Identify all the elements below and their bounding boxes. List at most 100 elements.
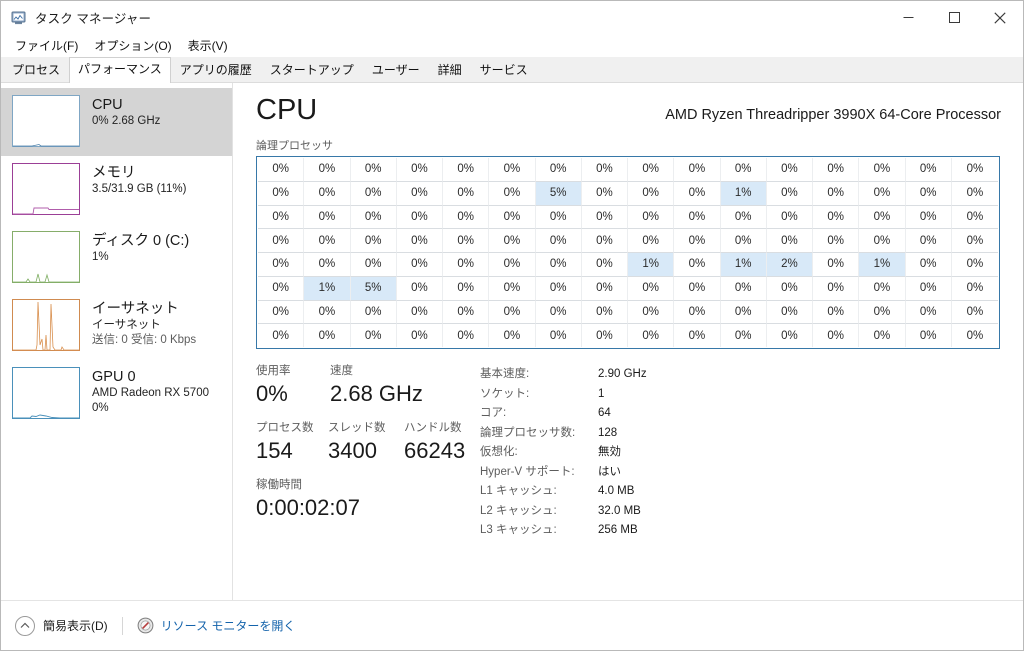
logical-processor-cell[interactable]: 0% <box>905 253 952 277</box>
logical-processor-cell[interactable]: 0% <box>258 276 305 301</box>
logical-processor-cell[interactable]: 0% <box>813 181 860 206</box>
sidebar-item-gpu0[interactable]: GPU 0 AMD Radeon RX 5700 0% <box>1 360 232 428</box>
logical-processor-cell[interactable]: 0% <box>951 229 998 253</box>
logical-processor-cell[interactable]: 1% <box>628 253 675 277</box>
logical-processor-cell[interactable]: 0% <box>581 253 628 277</box>
tab-users[interactable]: ユーザー <box>371 63 420 77</box>
logical-processor-cell[interactable]: 0% <box>674 181 721 206</box>
logical-processor-cell[interactable]: 0% <box>905 229 952 253</box>
logical-processor-cell[interactable]: 0% <box>766 229 813 253</box>
logical-processor-cell[interactable]: 0% <box>966 329 984 342</box>
logical-processor-cell[interactable]: 0% <box>350 181 397 206</box>
logical-processor-cell[interactable]: 0% <box>581 181 628 206</box>
logical-processor-cell[interactable]: 0% <box>304 158 351 182</box>
logical-processor-cell[interactable]: 0% <box>674 276 721 301</box>
logical-processor-cell[interactable]: 0% <box>628 300 675 325</box>
logical-processor-cell[interactable]: 0% <box>951 253 998 277</box>
logical-processor-cell[interactable]: 0% <box>628 205 675 230</box>
logical-processor-cell[interactable]: 0% <box>350 253 397 277</box>
logical-processor-cell[interactable]: 0% <box>766 205 813 230</box>
logical-processor-cell[interactable]: 0% <box>581 158 628 182</box>
tab-performance[interactable]: パフォーマンス <box>69 57 171 83</box>
logical-processor-cell[interactable]: 0% <box>905 158 952 182</box>
logical-processor-cell[interactable]: 0% <box>350 300 397 325</box>
logical-processor-cell[interactable]: 0% <box>536 324 582 347</box>
logical-processor-cell[interactable]: 0% <box>628 158 675 182</box>
logical-processor-cell[interactable]: 0% <box>674 158 721 182</box>
logical-processor-cell[interactable]: 1% <box>720 253 767 277</box>
logical-processor-cell[interactable]: 0% <box>813 324 860 347</box>
logical-processor-cell[interactable]: 0% <box>350 158 397 182</box>
logical-processor-cell[interactable]: 1% <box>859 253 906 277</box>
logical-processor-cell[interactable]: 0% <box>443 324 490 347</box>
logical-processor-cell[interactable]: 0% <box>258 253 305 277</box>
logical-processor-cell[interactable]: 0% <box>304 229 351 253</box>
sidebar-item-memory[interactable]: メモリ 3.5/31.9 GB (11%) <box>1 156 232 224</box>
logical-processor-cell[interactable]: 0% <box>859 205 906 230</box>
logical-processor-cell[interactable]: 0% <box>535 253 582 277</box>
logical-processor-cell[interactable]: 0% <box>581 229 628 253</box>
logical-processor-cell[interactable]: 0% <box>258 229 305 253</box>
logical-processor-cell[interactable]: 0% <box>859 158 906 182</box>
logical-processor-cell[interactable]: 0% <box>258 205 305 230</box>
logical-processor-cell[interactable]: 0% <box>443 253 490 277</box>
logical-processor-cell[interactable]: 0% <box>443 229 490 253</box>
logical-processor-cell[interactable]: 0% <box>720 229 767 253</box>
logical-processor-cell[interactable]: 0% <box>674 229 721 253</box>
logical-processor-cell[interactable]: 0% <box>396 181 443 206</box>
logical-processor-cell[interactable]: 0% <box>397 324 443 347</box>
logical-processor-cell[interactable]: 0% <box>813 205 860 230</box>
minimize-button[interactable] <box>885 1 931 34</box>
close-button[interactable] <box>977 1 1023 34</box>
logical-processor-cell[interactable]: 0% <box>443 276 490 301</box>
maximize-button[interactable] <box>931 1 977 34</box>
logical-processor-cell[interactable]: 0% <box>720 158 767 182</box>
logical-processor-cell[interactable]: 0% <box>859 276 906 301</box>
logical-processor-cell[interactable]: 0% <box>813 229 860 253</box>
logical-processor-cell[interactable]: 0% <box>766 181 813 206</box>
logical-processor-cell[interactable]: 0% <box>443 205 490 230</box>
logical-processor-cell[interactable]: 0% <box>951 277 998 301</box>
logical-processor-cell[interactable]: 0% <box>258 181 305 206</box>
logical-processor-cell[interactable]: 0% <box>304 181 351 206</box>
logical-processor-cell[interactable]: 0% <box>951 182 998 206</box>
logical-processor-cell[interactable]: 0% <box>396 205 443 230</box>
logical-processor-cell[interactable]: 0% <box>813 276 860 301</box>
logical-processor-cell[interactable]: 0% <box>720 276 767 301</box>
logical-processor-cell[interactable]: 0% <box>674 300 721 325</box>
logical-processor-cell[interactable]: 0% <box>443 158 490 182</box>
menu-options[interactable]: オプション(O) <box>94 39 172 53</box>
logical-processor-cell[interactable]: 0% <box>351 324 397 347</box>
logical-processor-cell[interactable]: 0% <box>905 300 952 325</box>
logical-processor-cell[interactable]: 0% <box>581 276 628 301</box>
logical-processor-cell[interactable]: 0% <box>859 181 906 206</box>
logical-processor-cell[interactable]: 0% <box>489 181 536 206</box>
chevron-up-icon[interactable] <box>15 615 35 636</box>
logical-processor-cell[interactable]: 0% <box>535 229 582 253</box>
logical-processor-cell[interactable]: 0% <box>581 205 628 230</box>
logical-processor-cell[interactable]: 5% <box>350 276 397 301</box>
logical-processor-cell[interactable]: 0% <box>813 253 860 277</box>
logical-processor-cell[interactable]: 0% <box>489 253 536 277</box>
logical-processor-cell[interactable]: 0% <box>905 181 952 206</box>
logical-processor-cell[interactable]: 0% <box>720 205 767 230</box>
menu-view[interactable]: 表示(V) <box>187 39 228 53</box>
tab-app-history[interactable]: アプリの履歴 <box>179 63 252 77</box>
resource-monitor-link[interactable]: リソース モニターを開く <box>160 619 296 633</box>
logical-processor-cell[interactable]: 0% <box>628 276 675 301</box>
logical-processor-cell[interactable]: 0% <box>535 158 582 182</box>
tab-details[interactable]: 詳細 <box>437 63 462 77</box>
logical-processor-cell[interactable]: 0% <box>396 229 443 253</box>
logical-processor-cell[interactable]: 0% <box>396 253 443 277</box>
logical-processor-cell[interactable]: 0% <box>859 229 906 253</box>
logical-processor-cell[interactable]: 0% <box>581 300 628 325</box>
logical-processor-cell[interactable]: 0% <box>535 300 582 325</box>
sidebar-item-cpu[interactable]: CPU 0% 2.68 GHz <box>1 88 232 156</box>
sidebar-item-ethernet[interactable]: イーサネット イーサネット 送信: 0 受信: 0 Kbps <box>1 292 232 360</box>
logical-processor-cell[interactable]: 0% <box>766 276 813 301</box>
logical-processor-cell[interactable]: 0% <box>766 158 813 182</box>
logical-processor-cell[interactable]: 0% <box>489 205 536 230</box>
logical-processor-cell[interactable]: 0% <box>396 300 443 325</box>
logical-processor-cell[interactable]: 0% <box>396 158 443 182</box>
logical-processor-cell[interactable]: 0% <box>582 324 628 347</box>
